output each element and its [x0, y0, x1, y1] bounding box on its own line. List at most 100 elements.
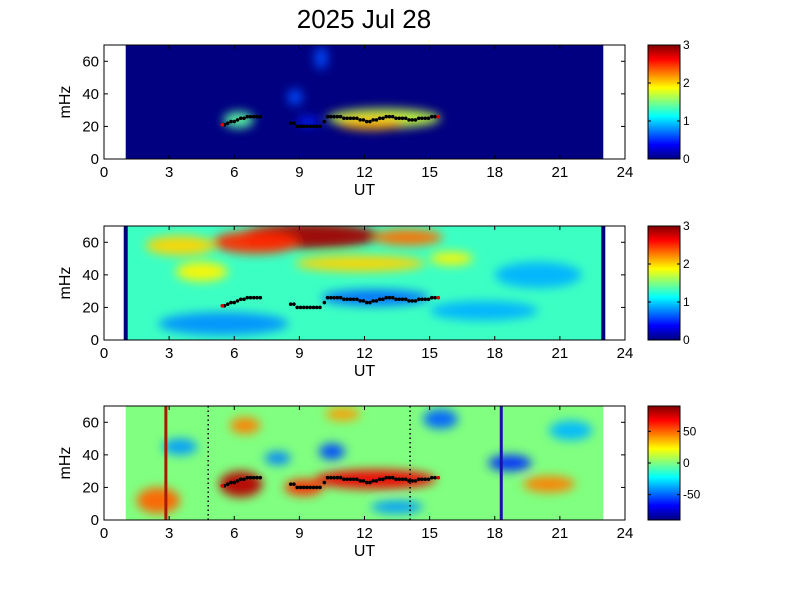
x-tick-label: 12	[356, 164, 373, 181]
track-point	[416, 297, 421, 302]
track-point	[403, 477, 408, 482]
x-axis-label: UT	[354, 182, 376, 199]
x-tick-label: 15	[421, 345, 438, 362]
y-tick-label: 40	[82, 267, 99, 284]
y-tick-label: 0	[91, 151, 99, 168]
track-point	[394, 477, 398, 482]
heatmap-blob	[162, 438, 198, 455]
y-tick-label: 20	[82, 479, 99, 496]
track-point	[295, 124, 300, 129]
track-point	[235, 118, 240, 122]
y-axis-label: mHz	[57, 447, 74, 480]
track-point	[242, 477, 246, 482]
x-tick-label: 21	[552, 164, 569, 181]
heatmap-blob	[549, 420, 593, 441]
heatmap-blob	[158, 312, 289, 336]
colorbar-tick-label: 3	[683, 219, 690, 233]
track-point	[255, 475, 259, 480]
y-tick-label: 60	[82, 234, 99, 251]
track-point	[308, 305, 313, 310]
track-point	[355, 477, 359, 482]
track-point	[335, 475, 340, 480]
track-point	[288, 482, 293, 486]
x-tick-label: 3	[165, 164, 173, 181]
track-point	[384, 295, 389, 300]
track-point	[390, 295, 395, 300]
track-point	[351, 116, 356, 121]
track-point	[410, 118, 415, 122]
track-point	[358, 118, 362, 122]
track-point	[345, 116, 349, 121]
x-tick-label: 6	[230, 345, 238, 362]
track-point	[318, 485, 322, 490]
track-point	[407, 479, 411, 483]
heatmap-background	[125, 45, 604, 159]
y-tick-label: 60	[82, 53, 99, 70]
track-point-endpoint	[220, 123, 225, 127]
track-point	[235, 299, 240, 303]
y-tick-label: 60	[82, 414, 99, 431]
track-point	[403, 116, 408, 121]
track-point	[407, 299, 411, 303]
colorbar-tick-label: 1	[683, 114, 690, 128]
track-point	[329, 295, 333, 300]
track-point	[329, 114, 333, 119]
track-point	[410, 299, 415, 303]
track-point	[245, 114, 250, 119]
heatmap-blob	[325, 407, 361, 421]
track-point	[371, 118, 375, 122]
track-point	[390, 475, 395, 480]
track-point	[311, 124, 316, 129]
track-point	[322, 119, 327, 124]
track-point	[322, 300, 327, 305]
heatmap-blob	[295, 255, 426, 272]
x-tick-label: 21	[552, 525, 569, 542]
track-point	[423, 477, 428, 482]
track-point	[298, 485, 303, 490]
x-tick-label: 12	[356, 525, 373, 542]
y-tick-label: 20	[82, 299, 99, 316]
track-point	[238, 477, 243, 482]
track-point	[348, 477, 353, 482]
track-point	[377, 477, 382, 482]
heatmap-blob	[371, 500, 424, 514]
track-point	[338, 114, 343, 119]
track-point	[368, 119, 372, 124]
track-point	[433, 295, 437, 300]
x-tick-label: 24	[617, 164, 634, 181]
y-axis-label: mHz	[57, 267, 74, 300]
track-point	[413, 118, 418, 122]
heatmap-blob	[297, 116, 319, 127]
track-point	[311, 485, 316, 490]
colorbar: 50 0 -50	[647, 405, 701, 521]
heatmap-blob	[145, 235, 215, 256]
track-point	[288, 121, 293, 125]
x-tick-label: 9	[295, 345, 303, 362]
x-tick-label: 12	[356, 345, 373, 362]
x-tick-label: 24	[617, 525, 634, 542]
track-point	[301, 305, 306, 310]
track-point	[242, 116, 246, 121]
track-point	[298, 124, 303, 129]
track-point	[426, 477, 431, 482]
track-point	[255, 114, 259, 119]
heatmap-blob	[229, 417, 261, 434]
track-point	[229, 119, 233, 124]
track-point-endpoint	[436, 295, 441, 300]
frequency-track	[220, 475, 441, 490]
heatmap-blob	[373, 229, 443, 246]
track-point	[245, 295, 250, 300]
track-point	[351, 477, 356, 482]
y-tick-label: 40	[82, 86, 99, 103]
track-point	[426, 297, 431, 302]
track-point	[342, 116, 346, 121]
y-tick-label: 0	[91, 332, 99, 349]
track-point	[238, 116, 243, 121]
track-point	[400, 297, 405, 302]
track-point	[416, 116, 421, 121]
marker-line	[164, 406, 168, 520]
track-point	[332, 114, 336, 119]
track-point	[355, 297, 359, 302]
track-point	[387, 114, 392, 119]
